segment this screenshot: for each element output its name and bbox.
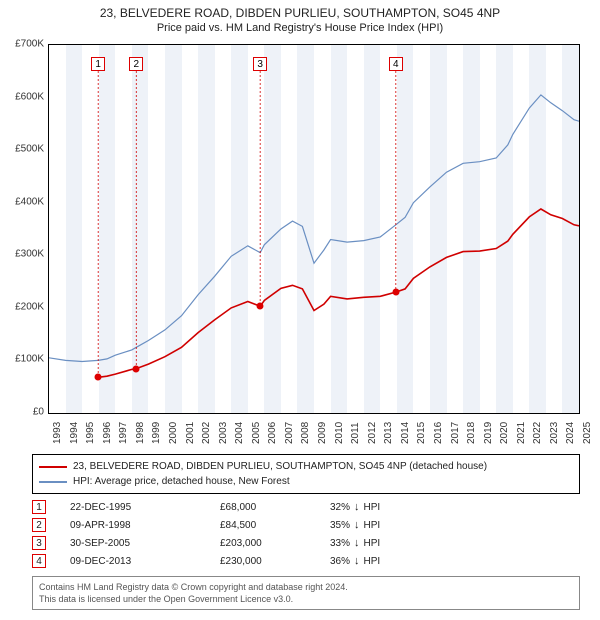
txn-price: £230,000 bbox=[220, 556, 330, 567]
chart-lines bbox=[49, 45, 579, 413]
x-tick-label: 1997 bbox=[118, 422, 129, 444]
x-tick-label: 2005 bbox=[251, 422, 262, 444]
x-tick-label: 2000 bbox=[168, 422, 179, 444]
series-price_paid bbox=[98, 209, 579, 377]
txn-number: 2 bbox=[32, 518, 46, 532]
x-tick-label: 2019 bbox=[483, 422, 494, 444]
x-tick-label: 2010 bbox=[334, 422, 345, 444]
marker-dot bbox=[257, 303, 264, 310]
txn-price: £68,000 bbox=[220, 502, 330, 513]
txn-number: 1 bbox=[32, 500, 46, 514]
txn-diff: 32% ↓ HPI bbox=[330, 501, 400, 513]
txn-number: 4 bbox=[32, 554, 46, 568]
marker-dot bbox=[133, 365, 140, 372]
transaction-row: 1 22-DEC-1995£68,00032% ↓ HPI bbox=[32, 498, 580, 516]
footer-box: Contains HM Land Registry data © Crown c… bbox=[32, 576, 580, 610]
title-subtitle: Price paid vs. HM Land Registry's House … bbox=[0, 22, 600, 34]
title-address: 23, BELVEDERE ROAD, DIBDEN PURLIEU, SOUT… bbox=[0, 6, 600, 20]
transaction-row: 4 09-DEC-2013£230,00036% ↓ HPI bbox=[32, 552, 580, 570]
x-tick-label: 1993 bbox=[52, 422, 63, 444]
arrow-down-icon: ↓ bbox=[354, 555, 360, 567]
footer-line1: Contains HM Land Registry data © Crown c… bbox=[39, 581, 573, 593]
txn-date: 09-DEC-2013 bbox=[70, 556, 220, 567]
y-tick-label: £0 bbox=[0, 407, 44, 418]
x-tick-label: 2002 bbox=[201, 422, 212, 444]
transaction-row: 3 30-SEP-2005£203,00033% ↓ HPI bbox=[32, 534, 580, 552]
txn-price: £84,500 bbox=[220, 520, 330, 531]
x-tick-label: 2003 bbox=[218, 422, 229, 444]
x-tick-label: 2008 bbox=[300, 422, 311, 444]
x-tick-label: 2022 bbox=[532, 422, 543, 444]
x-tick-label: 2014 bbox=[400, 422, 411, 444]
arrow-down-icon: ↓ bbox=[354, 537, 360, 549]
legend-swatch bbox=[39, 481, 67, 483]
y-tick-label: £700K bbox=[0, 39, 44, 50]
y-tick-label: £100K bbox=[0, 354, 44, 365]
marker-dot bbox=[95, 374, 102, 381]
transactions-table: 1 22-DEC-1995£68,00032% ↓ HPI 2 09-APR-1998… bbox=[32, 498, 580, 570]
y-tick-label: £200K bbox=[0, 301, 44, 312]
x-tick-label: 2021 bbox=[516, 422, 527, 444]
txn-price: £203,000 bbox=[220, 538, 330, 549]
marker-box: 1 bbox=[91, 57, 105, 71]
legend-label: 23, BELVEDERE ROAD, DIBDEN PURLIEU, SOUT… bbox=[73, 461, 487, 472]
txn-date: 30-SEP-2005 bbox=[70, 538, 220, 549]
txn-number: 3 bbox=[32, 536, 46, 550]
x-tick-label: 2017 bbox=[450, 422, 461, 444]
title-block: 23, BELVEDERE ROAD, DIBDEN PURLIEU, SOUT… bbox=[0, 6, 600, 34]
y-tick-label: £600K bbox=[0, 91, 44, 102]
legend-box: 23, BELVEDERE ROAD, DIBDEN PURLIEU, SOUT… bbox=[32, 454, 580, 494]
x-tick-label: 2015 bbox=[416, 422, 427, 444]
legend-item: HPI: Average price, detached house, New … bbox=[39, 474, 573, 489]
marker-box: 4 bbox=[389, 57, 403, 71]
x-tick-label: 1998 bbox=[135, 422, 146, 444]
footer-line2: This data is licensed under the Open Gov… bbox=[39, 593, 573, 605]
x-tick-label: 1995 bbox=[85, 422, 96, 444]
y-tick-label: £400K bbox=[0, 196, 44, 207]
txn-diff: 35% ↓ HPI bbox=[330, 519, 400, 531]
marker-box: 2 bbox=[129, 57, 143, 71]
x-tick-label: 2006 bbox=[267, 422, 278, 444]
x-tick-label: 2018 bbox=[466, 422, 477, 444]
y-tick-label: £300K bbox=[0, 249, 44, 260]
txn-diff: 33% ↓ HPI bbox=[330, 537, 400, 549]
plot-area: 1 2 3 4 bbox=[48, 44, 580, 414]
x-tick-label: 2025 bbox=[582, 422, 593, 444]
y-tick-label: £500K bbox=[0, 144, 44, 155]
legend-label: HPI: Average price, detached house, New … bbox=[73, 476, 290, 487]
x-tick-label: 2011 bbox=[350, 422, 361, 444]
marker-box: 3 bbox=[253, 57, 267, 71]
legend-swatch bbox=[39, 466, 67, 468]
chart-container: 23, BELVEDERE ROAD, DIBDEN PURLIEU, SOUT… bbox=[0, 0, 600, 620]
x-tick-label: 2012 bbox=[367, 422, 378, 444]
x-tick-label: 2001 bbox=[185, 422, 196, 444]
x-tick-label: 2009 bbox=[317, 422, 328, 444]
x-tick-label: 2024 bbox=[565, 422, 576, 444]
x-tick-label: 2013 bbox=[383, 422, 394, 444]
x-tick-label: 2023 bbox=[549, 422, 560, 444]
txn-date: 09-APR-1998 bbox=[70, 520, 220, 531]
x-tick-label: 2007 bbox=[284, 422, 295, 444]
txn-date: 22-DEC-1995 bbox=[70, 502, 220, 513]
arrow-down-icon: ↓ bbox=[354, 519, 360, 531]
marker-dot bbox=[392, 289, 399, 296]
transaction-row: 2 09-APR-1998£84,50035% ↓ HPI bbox=[32, 516, 580, 534]
series-hpi bbox=[49, 95, 579, 362]
txn-diff: 36% ↓ HPI bbox=[330, 555, 400, 567]
x-tick-label: 1999 bbox=[151, 422, 162, 444]
x-tick-label: 2020 bbox=[499, 422, 510, 444]
x-tick-label: 2016 bbox=[433, 422, 444, 444]
x-tick-label: 1994 bbox=[69, 422, 80, 444]
arrow-down-icon: ↓ bbox=[354, 501, 360, 513]
x-tick-label: 1996 bbox=[102, 422, 113, 444]
legend-item: 23, BELVEDERE ROAD, DIBDEN PURLIEU, SOUT… bbox=[39, 459, 573, 474]
x-tick-label: 2004 bbox=[234, 422, 245, 444]
